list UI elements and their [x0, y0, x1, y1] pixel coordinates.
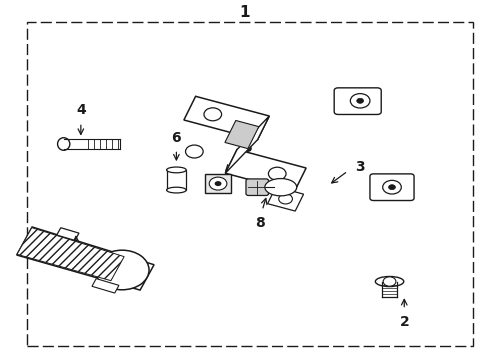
Circle shape — [350, 94, 370, 108]
Polygon shape — [92, 279, 119, 293]
Polygon shape — [225, 121, 259, 149]
Circle shape — [186, 145, 203, 158]
Text: 2: 2 — [399, 315, 409, 329]
Ellipse shape — [167, 187, 186, 193]
FancyBboxPatch shape — [370, 174, 414, 201]
Polygon shape — [225, 149, 306, 192]
Circle shape — [269, 167, 286, 180]
Polygon shape — [184, 96, 270, 140]
Polygon shape — [268, 187, 304, 211]
Ellipse shape — [167, 167, 186, 173]
Ellipse shape — [58, 138, 70, 150]
Ellipse shape — [265, 179, 297, 196]
Bar — [167, 170, 186, 190]
FancyBboxPatch shape — [205, 174, 231, 193]
Circle shape — [95, 250, 149, 290]
Polygon shape — [17, 227, 154, 290]
FancyBboxPatch shape — [246, 179, 269, 195]
Text: 4: 4 — [76, 103, 86, 117]
Polygon shape — [225, 116, 270, 173]
Circle shape — [383, 277, 396, 286]
Text: 3: 3 — [355, 161, 365, 174]
Circle shape — [209, 177, 227, 190]
Polygon shape — [57, 228, 79, 240]
Polygon shape — [17, 228, 124, 281]
Text: 5: 5 — [243, 141, 252, 155]
Text: 8: 8 — [255, 216, 265, 230]
Text: 7: 7 — [61, 256, 71, 270]
Circle shape — [204, 108, 221, 121]
Circle shape — [357, 98, 364, 103]
Circle shape — [215, 181, 221, 186]
Text: 1: 1 — [240, 5, 250, 20]
Circle shape — [383, 180, 401, 194]
Text: 6: 6 — [172, 131, 181, 145]
Circle shape — [279, 194, 293, 204]
Circle shape — [389, 185, 395, 190]
Ellipse shape — [375, 276, 404, 287]
FancyBboxPatch shape — [334, 88, 381, 114]
